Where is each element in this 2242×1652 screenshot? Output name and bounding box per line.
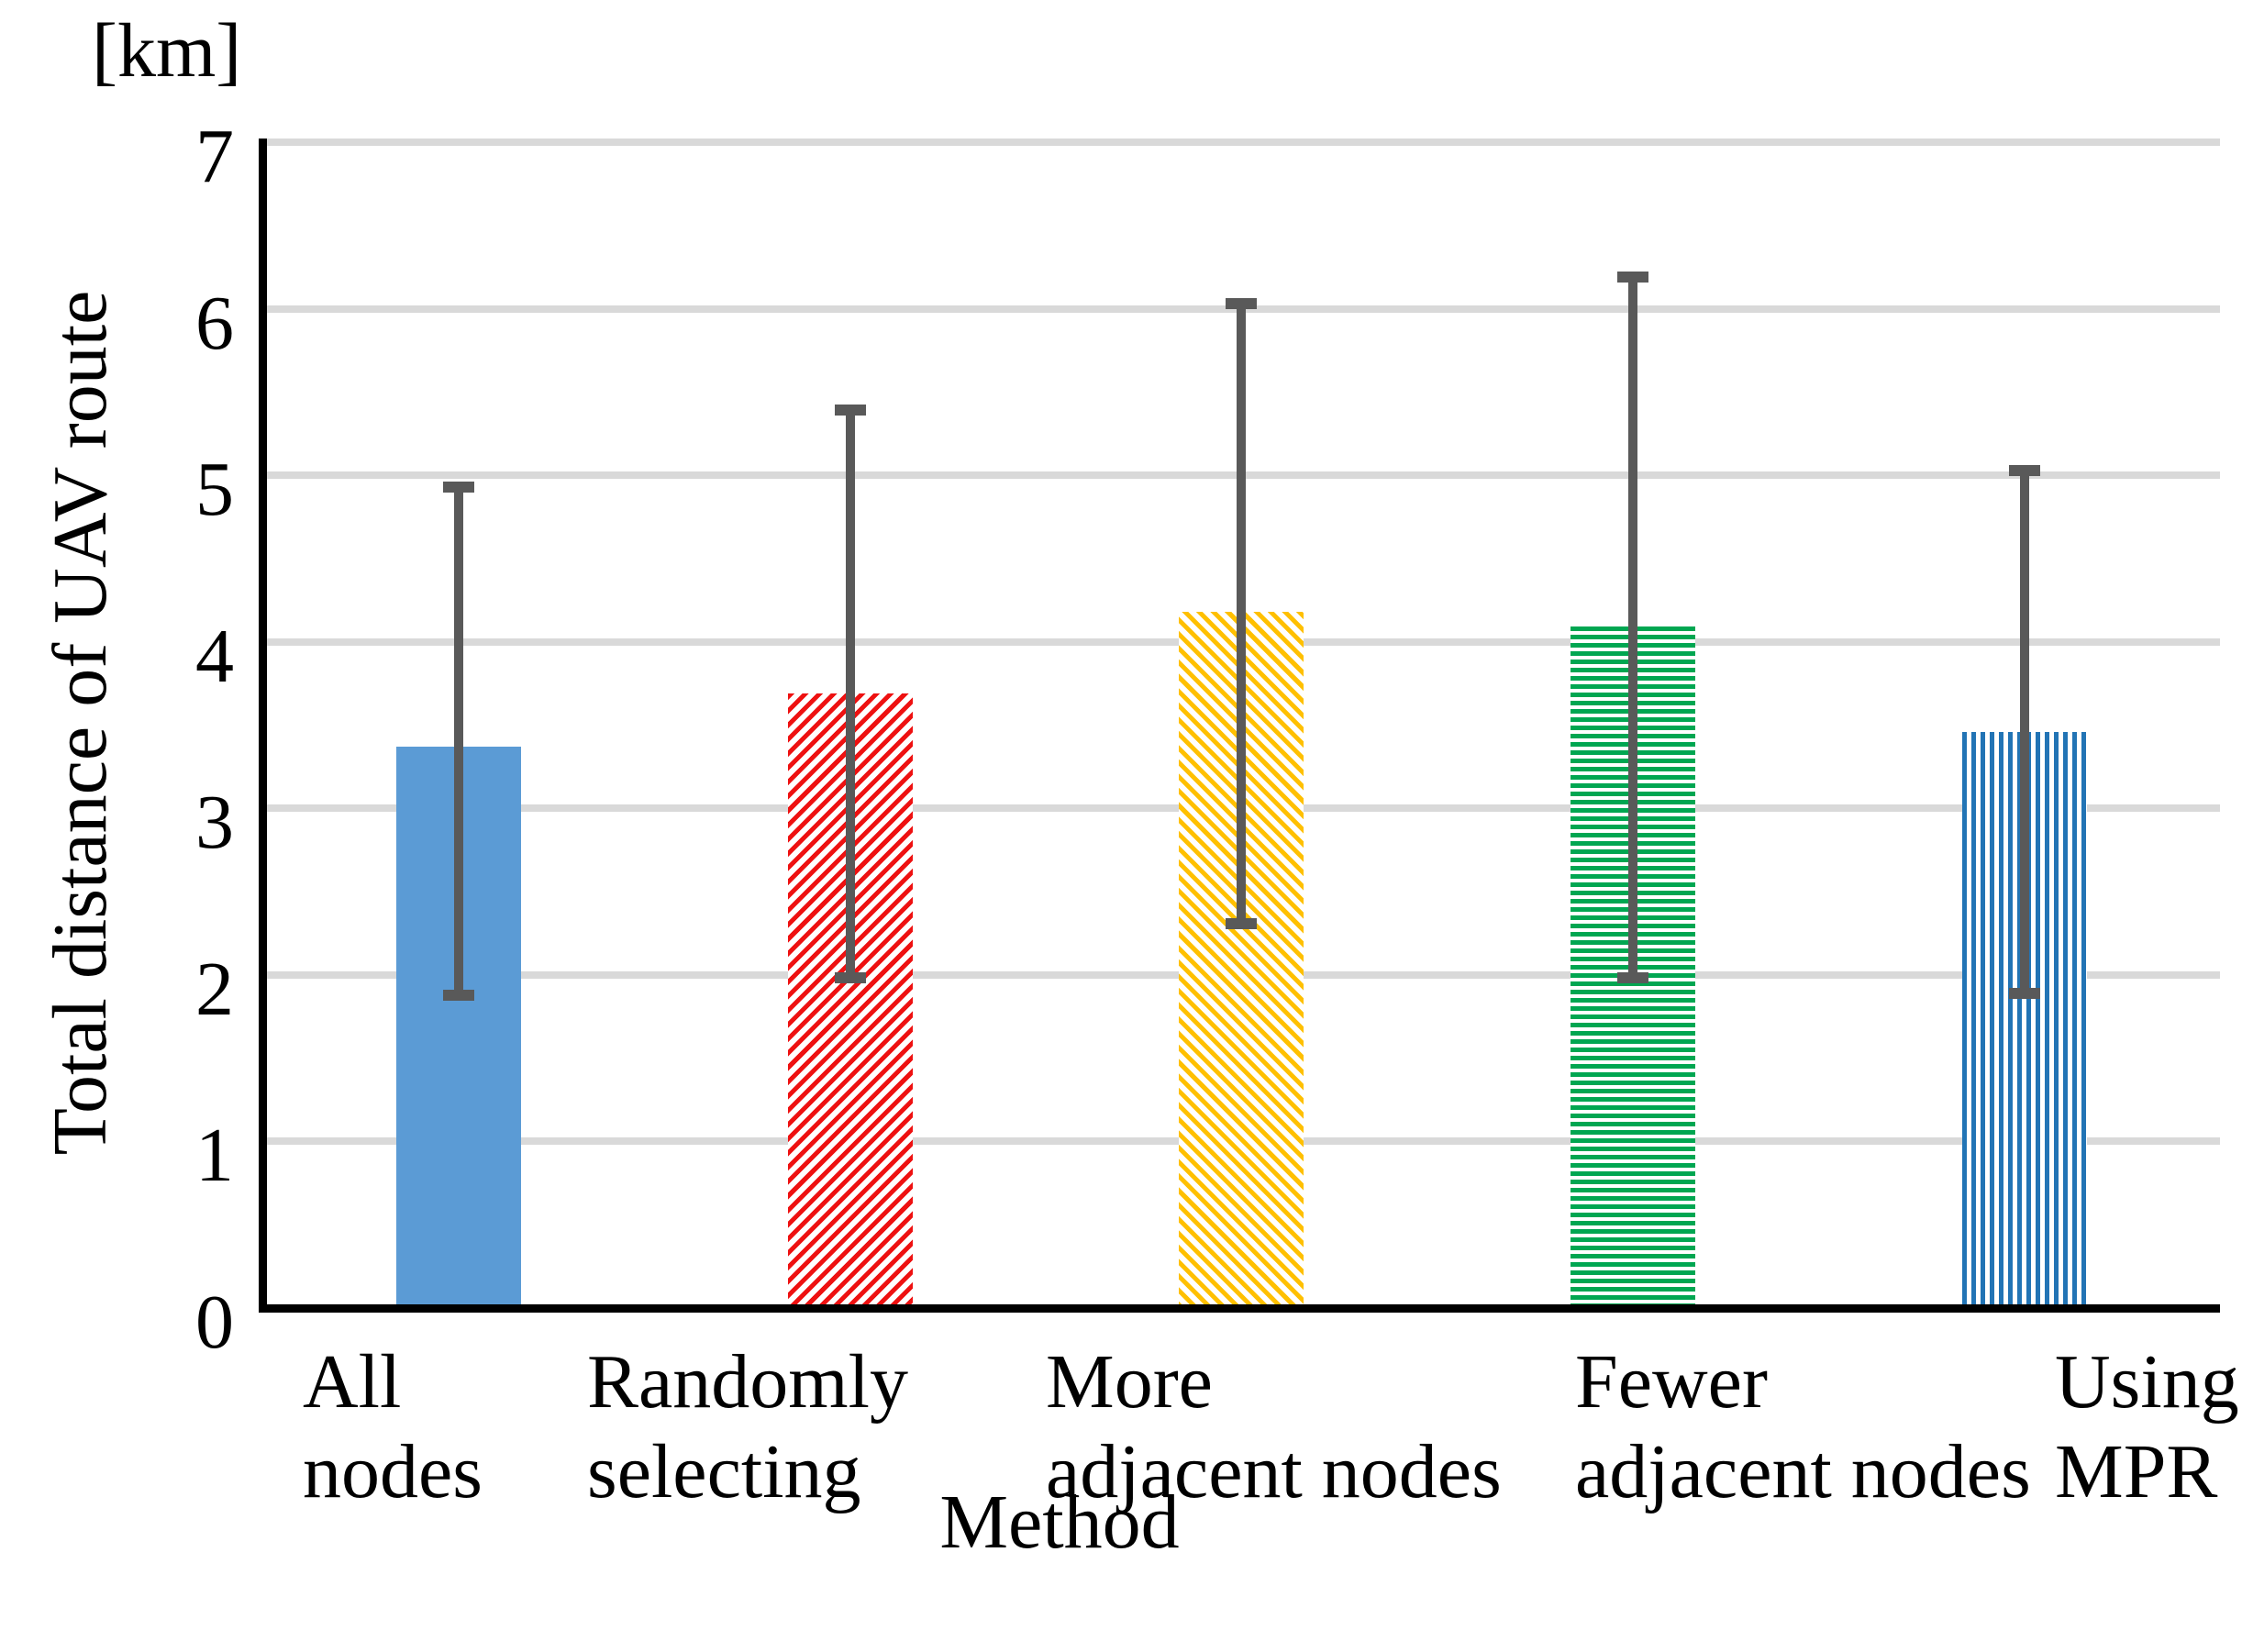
y-axis-line bbox=[259, 139, 267, 1313]
x-category-label-using-mpr: Using MPR bbox=[2055, 1339, 2239, 1514]
error-bar-top-cap-using-mpr bbox=[2009, 464, 2040, 476]
error-bar-using-mpr bbox=[2020, 470, 2029, 993]
x-category-label-all-nodes: All nodes bbox=[303, 1339, 483, 1514]
gridline-7 bbox=[263, 139, 2220, 146]
y-axis-unit-label: [km] bbox=[92, 8, 242, 94]
error-bar-randomly-selecting bbox=[846, 410, 855, 979]
x-axis-title: Method bbox=[939, 1480, 1180, 1565]
y-tick-label-4: 4 bbox=[195, 613, 234, 699]
x-category-label-fewer-adjacent-nodes: Fewer adjacent nodes bbox=[1575, 1339, 2031, 1514]
error-bar-top-cap-fewer-adjacent-nodes bbox=[1617, 272, 1648, 283]
error-bar-bottom-cap-randomly-selecting bbox=[835, 972, 866, 984]
error-bar-bottom-cap-more-adjacent-nodes bbox=[1226, 917, 1257, 929]
y-tick-label-7: 7 bbox=[195, 114, 234, 199]
y-tick-label-2: 2 bbox=[195, 946, 234, 1032]
error-bar-top-cap-randomly-selecting bbox=[835, 405, 866, 416]
error-bar-fewer-adjacent-nodes bbox=[1628, 277, 1637, 979]
error-bar-all-nodes bbox=[454, 486, 463, 995]
error-bar-bottom-cap-fewer-adjacent-nodes bbox=[1617, 972, 1648, 984]
x-category-label-randomly-selecting: Randomly selecting bbox=[587, 1339, 908, 1514]
error-bar-top-cap-more-adjacent-nodes bbox=[1226, 298, 1257, 310]
x-category-label-more-adjacent-nodes: More adjacent nodes bbox=[1046, 1339, 1502, 1514]
y-tick-label-3: 3 bbox=[195, 780, 234, 866]
y-tick-label-5: 5 bbox=[195, 447, 234, 533]
y-tick-label-1: 1 bbox=[195, 1113, 234, 1199]
error-bar-bottom-cap-all-nodes bbox=[443, 989, 474, 1001]
y-tick-label-6: 6 bbox=[195, 280, 234, 366]
error-bar-top-cap-all-nodes bbox=[443, 481, 474, 493]
x-axis-line bbox=[259, 1304, 2220, 1313]
y-tick-label-0: 0 bbox=[195, 1280, 234, 1365]
error-bar-bottom-cap-using-mpr bbox=[2009, 987, 2040, 999]
error-bar-more-adjacent-nodes bbox=[1237, 304, 1246, 924]
